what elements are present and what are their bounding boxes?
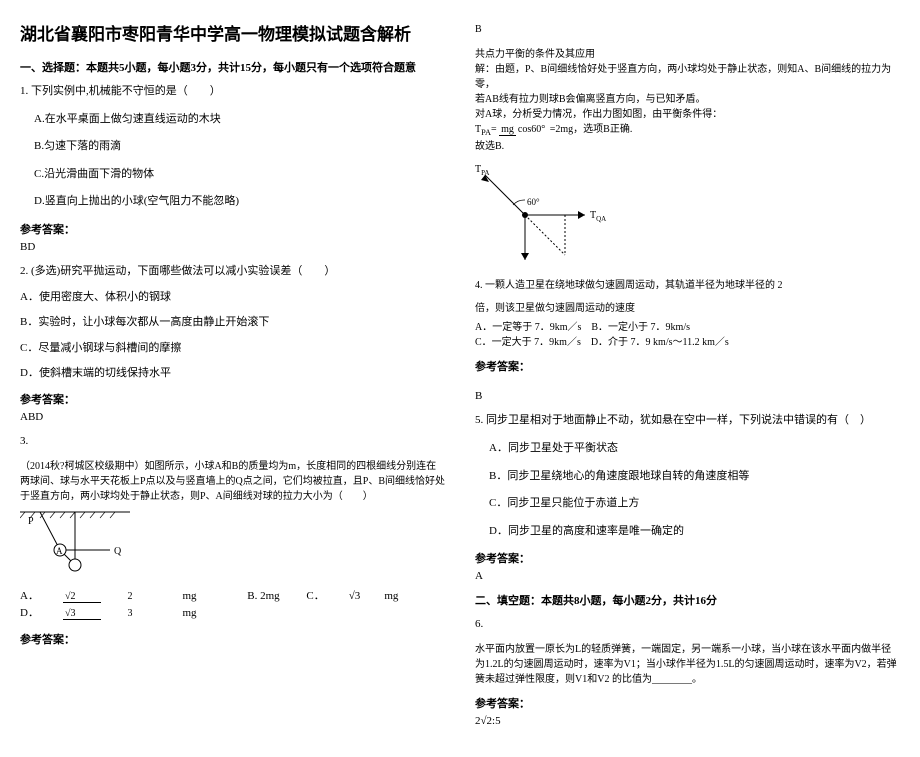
q4-ref: 参考答案：	[475, 358, 900, 374]
right-column: B 共点力平衡的条件及其应用 解：由题，P、B间细线恰好处于竖直方向，两小球均处…	[475, 20, 900, 737]
q1-c: C.沿光滑曲面下滑的物体	[34, 166, 445, 184]
q3-a: A．√22mg	[20, 590, 223, 602]
q4-stem1: 4. 一颗人造卫星在绕地球做匀速圆周运动，其轨道半径为地球半径的 2	[475, 278, 900, 293]
label-q: Q	[114, 546, 122, 557]
label-a: A	[56, 546, 63, 556]
sol3-l4: 对A球，分析受力情况，作出力图如图，由平衡条件得：	[475, 107, 900, 122]
sol3-l2: 解：由题，P、B间细线恰好处于竖直方向，两小球均处于静止状态，则知A、B间细线的…	[475, 62, 900, 92]
q3-num: 3.	[20, 433, 445, 451]
q3-stem: （2014秋?柯城区校级期中）如图所示，小球A和B的质量均为m，长度相同的四根细…	[20, 459, 445, 504]
q1-b: B.匀速下落的雨滴	[34, 138, 445, 156]
sol3-l3: 若AB线有拉力则球B会偏离竖直方向，与已知矛盾。	[475, 92, 900, 107]
sol3-l1: 共点力平衡的条件及其应用	[475, 47, 900, 62]
left-column: 湖北省襄阳市枣阳青华中学高一物理模拟试题含解析 一、选择题：本题共5小题，每小题…	[20, 20, 445, 737]
section-1-title: 一、选择题：本题共5小题，每小题3分，共计15分，每小题只有一个选项符合题意	[20, 59, 445, 75]
svg-text:60°: 60°	[527, 197, 540, 207]
q1-ref: 参考答案：	[20, 221, 445, 237]
sol3-l5: TPA= mgcos60° =2mg，选项B正确.	[475, 122, 900, 139]
q6-ans: 2√2:5	[475, 715, 900, 727]
q1-stem: 1. 下列实例中,机械能不守恒的是（ ）	[20, 83, 445, 101]
svg-text:TQA: TQA	[590, 210, 606, 223]
q3-options: A．√22mg B. 2mg C．√3mg D．√33mg	[20, 588, 445, 623]
q4-stem2: 倍，则该卫星做匀速圆周运动的速度	[475, 301, 900, 316]
q3-d: D．√33mg	[20, 607, 221, 619]
q5-stem: 5. 同步卫星相对于地面静止不动，犹如悬在空中一样，下列说法中错误的有（ ）	[475, 412, 900, 430]
page-title: 湖北省襄阳市枣阳青华中学高一物理模拟试题含解析	[20, 20, 445, 45]
q2-stem: 2. (多选)研究平抛运动，下面哪些做法可以减小实验误差（ ）	[20, 263, 445, 281]
q6-num: 6.	[475, 616, 900, 634]
q3-b: B. 2mg	[247, 590, 279, 602]
q6-stem: 水平面内放置一原长为L的轻质弹簧，一端固定，另一端系一小球，当小球在该水平面内做…	[475, 642, 900, 687]
q6-ref: 参考答案：	[475, 695, 900, 711]
q3-diagram: P A Q	[20, 510, 445, 580]
q2-c: C．尽量减小钢球与斜槽间的摩擦	[20, 340, 445, 358]
q4-cd: C．一定大于 7．9km／s D．介于 7．9 km/s～11.2 km／s	[475, 335, 900, 350]
section-2-title: 二、填空题：本题共8小题，每小题2分，共计16分	[475, 592, 900, 608]
label-p: P	[28, 516, 34, 527]
q1-ans: BD	[20, 241, 445, 253]
sol3-b: B	[475, 22, 900, 37]
q1-d: D.竖直向上抛出的小球(空气阻力不能忽略)	[34, 193, 445, 211]
q5-c: C．同步卫星只能位于赤道上方	[489, 495, 900, 513]
q2-a: A．使用密度大、体积小的钢球	[20, 289, 445, 307]
q1-a: A.在水平桌面上做匀速直线运动的木块	[34, 111, 445, 129]
q2-ans: ABD	[20, 411, 445, 423]
q5-d: D．同步卫星的高度和速率是唯一确定的	[489, 523, 900, 541]
q2-d: D．使斜槽末端的切线保持水平	[20, 365, 445, 383]
q2-ref: 参考答案：	[20, 391, 445, 407]
q5-b: B．同步卫星绕地心的角速度跟地球自转的角速度相等	[489, 468, 900, 486]
sol3-diagram: TPA TQA 60°	[475, 160, 900, 270]
q5-ref: 参考答案：	[475, 550, 900, 566]
q5-a: A．同步卫星处于平衡状态	[489, 440, 900, 458]
sol3-l6: 故选B.	[475, 139, 900, 154]
q3-c: C．√3mg	[306, 590, 422, 602]
q4-ab: A．一定等于 7．9km／s B．一定小于 7．9km/s	[475, 320, 900, 335]
q3-ref: 参考答案：	[20, 631, 445, 647]
q2-b: B．实验时，让小球每次都从一高度由静止开始滚下	[20, 314, 445, 332]
q5-ans: A	[475, 570, 900, 582]
q4-ans: B	[475, 390, 900, 402]
svg-text:TPA: TPA	[475, 164, 489, 177]
